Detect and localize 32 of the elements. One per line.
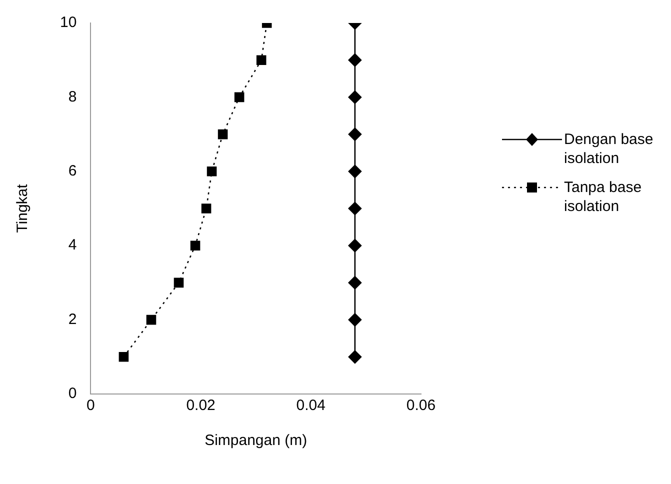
point bbox=[201, 204, 212, 214]
point bbox=[118, 352, 129, 362]
y-tick-label: 10 bbox=[60, 14, 77, 32]
point bbox=[348, 202, 362, 216]
point bbox=[348, 276, 362, 290]
point bbox=[146, 314, 156, 325]
y-tick-label: 6 bbox=[68, 162, 77, 180]
point bbox=[206, 166, 217, 176]
point bbox=[348, 350, 362, 364]
point bbox=[218, 129, 228, 140]
point bbox=[348, 53, 362, 67]
legend-label: Tanpa base isolation bbox=[564, 178, 643, 216]
point bbox=[174, 278, 184, 288]
x-tick-label: 0.02 bbox=[186, 397, 216, 414]
point bbox=[348, 238, 362, 252]
point bbox=[234, 92, 244, 102]
point bbox=[348, 90, 362, 104]
x-tick-label: 0 bbox=[86, 397, 95, 414]
y-tick-label: 8 bbox=[68, 88, 77, 106]
point bbox=[348, 164, 362, 178]
legend-label: Dengan base isolation bbox=[564, 130, 654, 168]
y-tick-label: 4 bbox=[68, 236, 77, 254]
x-tick-label: 0.04 bbox=[296, 397, 326, 414]
point bbox=[348, 313, 362, 326]
y-axis-title: Tingkat bbox=[14, 183, 32, 233]
y-tick-label: 0 bbox=[68, 385, 77, 402]
x-tick-label: 0.06 bbox=[406, 397, 436, 414]
point bbox=[256, 55, 266, 65]
y-tick-label: 2 bbox=[68, 310, 77, 328]
point bbox=[190, 240, 200, 250]
x-axis-title: Simpangan (m) bbox=[204, 432, 308, 450]
point bbox=[348, 128, 362, 141]
